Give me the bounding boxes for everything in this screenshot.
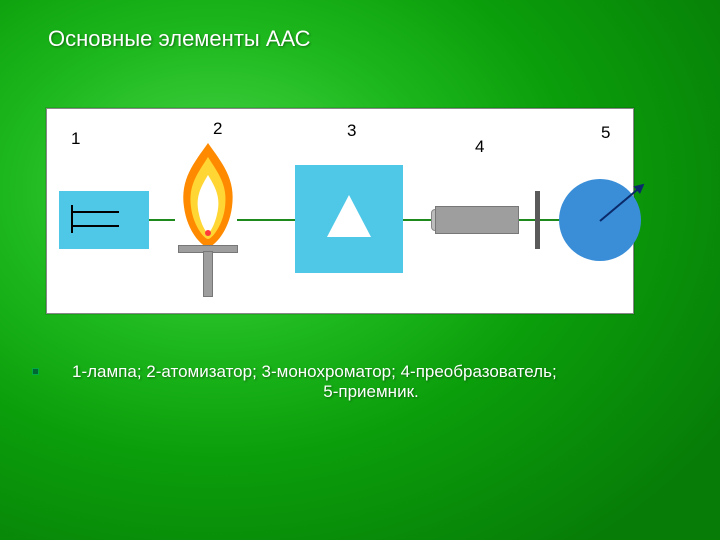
label-3: 3 [347,121,356,141]
bullet-icon [32,368,39,375]
caption-line-1: 1-лампа; 2-атомизатор; 3-монохроматор; 4… [72,362,692,382]
label-2: 2 [213,119,222,139]
beam-segment [237,219,297,221]
lamp-electrode [71,211,119,213]
label-5: 5 [601,123,610,143]
prism-icon [327,195,371,237]
detector-tube [435,206,519,234]
aas-diagram: 1 2 3 4 5 [46,108,634,314]
monochromator [295,165,403,273]
flame-icon [174,139,242,251]
label-1: 1 [71,129,80,149]
meter-needle [599,184,643,222]
beam-segment [517,219,537,221]
label-4: 4 [475,137,484,157]
lamp [59,191,149,249]
lamp-electrode [71,225,119,227]
burner-stem [203,251,213,297]
lamp-electrode [71,205,73,233]
slit [535,191,540,249]
caption: 1-лампа; 2-атомизатор; 3-монохроматор; 4… [50,362,670,402]
receiver-meter [559,179,641,261]
beam-segment [147,219,175,221]
caption-line-2: 5-приемник. [72,382,670,402]
slide-title: Основные элементы ААС [48,26,311,52]
